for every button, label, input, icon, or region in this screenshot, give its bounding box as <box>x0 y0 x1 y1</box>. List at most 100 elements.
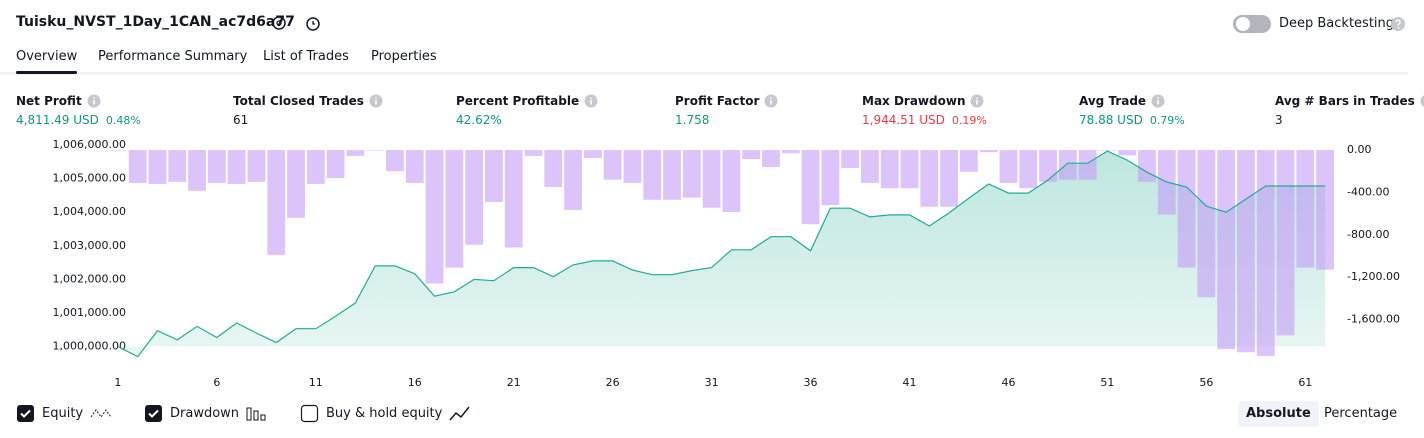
drawdown-bar <box>999 150 1018 183</box>
drawdown-bar <box>682 150 701 198</box>
chart: 1,000,000.00 1,001,000.00 1,002,000.00 1,00… <box>53 138 1400 389</box>
drawdown-bar <box>504 150 523 248</box>
settings-icon[interactable] <box>272 16 286 30</box>
drawdown-bar <box>742 150 761 160</box>
checkbox-label[interactable]: Drawdown <box>170 406 240 421</box>
drawdown-bar <box>168 150 187 182</box>
y-tick-label: 1,000,000.00 <box>53 340 126 353</box>
checkbox-label[interactable]: Buy & hold equity <box>326 406 443 421</box>
drawdown-bar <box>1197 150 1216 298</box>
info-icon[interactable] <box>584 94 598 108</box>
x-tick-label: 16 <box>408 376 422 389</box>
metric-value: 1.758 <box>675 113 710 127</box>
tabs-separator <box>0 72 1408 75</box>
metric-label: Profit Factor <box>675 94 760 108</box>
drawdown-bar <box>583 150 602 158</box>
checkbox[interactable] <box>16 404 36 424</box>
strategy-title: Tuisku_NVST_1Day_1CAN_ac7d6a77 <box>16 14 295 30</box>
y-tick-label: 1,003,000.00 <box>53 239 126 252</box>
metric-label: Avg Trade <box>1079 94 1147 108</box>
drawdown-bar <box>900 150 919 189</box>
drawdown-bar <box>821 150 840 206</box>
info-icon[interactable] <box>970 94 984 108</box>
mode-button[interactable]: Absolute <box>1238 401 1319 427</box>
drawdown-bar <box>306 150 325 184</box>
drawdown-bar <box>940 150 958 207</box>
drawdown-bar <box>425 150 444 284</box>
drawdown-bar <box>346 150 365 156</box>
drawdown-bar <box>1058 150 1077 180</box>
drawdown-bar <box>762 150 780 167</box>
metric-percent: 0.79% <box>1149 114 1185 127</box>
x-tick-label: 41 <box>903 376 917 389</box>
drawdown-bar <box>207 150 226 183</box>
y2-tick-label: 0.00 <box>1347 143 1372 156</box>
x-tick-label: 31 <box>705 376 719 389</box>
toggle-knob <box>1236 17 1250 31</box>
tab[interactable]: Performance Summary <box>98 49 248 64</box>
drawdown-bar <box>722 150 741 212</box>
drawdown-bar <box>623 150 642 183</box>
drawdown-bar <box>564 150 582 210</box>
metric-label: Max Drawdown <box>862 94 966 108</box>
info-icon[interactable] <box>369 94 383 108</box>
drawdown-bar <box>1098 150 1117 151</box>
legend-icon <box>246 407 266 421</box>
x-tick-label: 61 <box>1298 376 1312 389</box>
info-icon[interactable] <box>1151 94 1165 108</box>
drawdown-bar <box>1118 150 1137 156</box>
x-tick-label: 46 <box>1001 376 1015 389</box>
drawdown-bar <box>445 150 464 268</box>
drawdown-bar <box>801 150 820 225</box>
info-icon[interactable] <box>1420 94 1424 108</box>
alert-icon[interactable] <box>306 17 320 31</box>
metric-label: Percent Profitable <box>456 94 580 108</box>
tab[interactable]: List of Trades <box>263 49 349 64</box>
checkbox-label[interactable]: Equity <box>42 406 84 421</box>
equity-line <box>117 150 1326 358</box>
metric-value: 3 <box>1275 113 1283 127</box>
tab[interactable]: Overview <box>16 49 78 64</box>
drawdown-bar <box>1078 150 1097 180</box>
drawdown-bar <box>188 150 206 191</box>
tab-underline <box>16 71 78 74</box>
drawdown-bar <box>287 150 305 218</box>
y-tick-label: 1,005,000.00 <box>53 172 126 185</box>
drawdown-bar <box>861 150 879 183</box>
checkbox[interactable] <box>144 404 164 424</box>
x-tick-label: 26 <box>606 376 620 389</box>
tab[interactable]: Properties <box>371 49 437 64</box>
y2-tick-label: -400.00 <box>1347 185 1389 198</box>
drawdown-bar <box>959 150 978 172</box>
info-icon[interactable] <box>87 94 101 108</box>
x-tick-label: 11 <box>309 376 323 389</box>
drawdown-bar <box>1039 150 1057 182</box>
y-tick-label: 1,006,000.00 <box>53 138 126 151</box>
y2-tick-label: -800.00 <box>1347 228 1389 241</box>
x-tick-label: 1 <box>114 376 121 389</box>
legend-icon <box>449 406 470 421</box>
checkbox[interactable] <box>300 404 320 424</box>
drawdown-bar <box>524 150 543 156</box>
settings-icon-center <box>276 20 282 26</box>
help-icon[interactable] <box>1390 16 1406 32</box>
drawdown-bar <box>663 150 681 200</box>
equity-area <box>117 151 1326 357</box>
drawdown-bar <box>108 150 127 151</box>
toggle[interactable] <box>1232 13 1272 35</box>
drawdown-bar <box>781 150 800 154</box>
metric-value: 61 <box>233 113 249 127</box>
drawdown-bar <box>366 150 385 151</box>
info-icon[interactable] <box>764 94 778 108</box>
mode-button[interactable]: Percentage <box>1324 406 1398 421</box>
y2-tick-label: -1,200.00 <box>1347 270 1400 283</box>
drawdown-bar <box>702 150 721 208</box>
legend-icon <box>90 409 112 418</box>
drawdown-bar <box>405 150 424 183</box>
metric-percent: 0.19% <box>951 114 987 127</box>
drawdown-bar <box>1177 150 1196 268</box>
drawdown-bar <box>465 150 484 245</box>
drawdown-bar <box>128 150 147 183</box>
x-tick-label: 21 <box>507 376 521 389</box>
